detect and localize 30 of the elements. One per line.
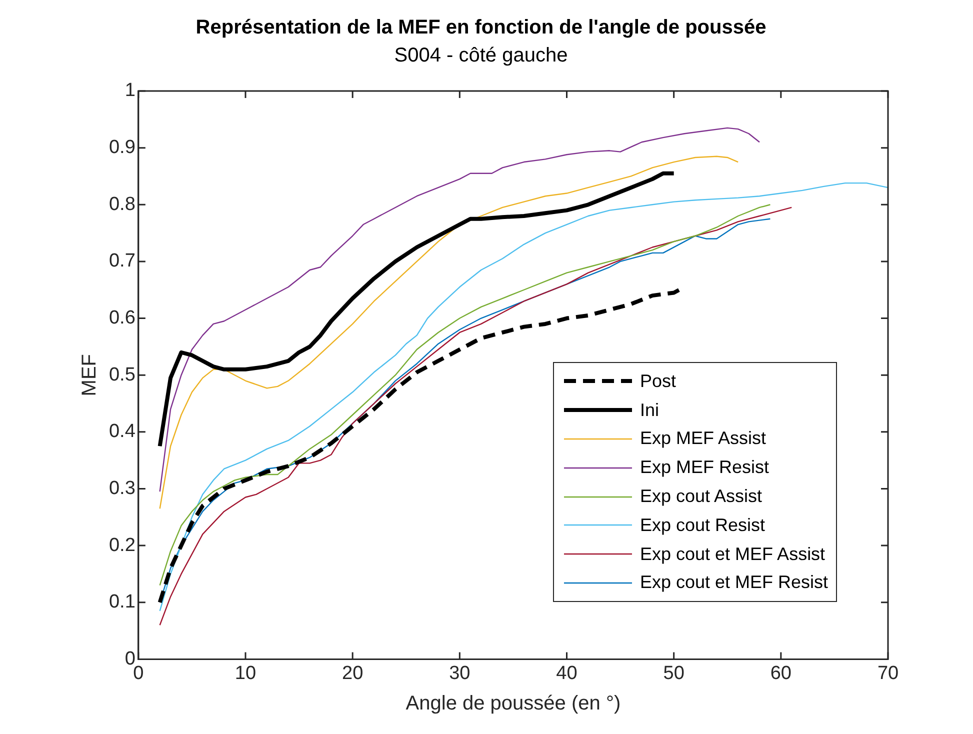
chart-title: Représentation de la MEF en fonction de l'angle de poussée <box>196 16 766 39</box>
legend-label: Exp cout et MEF Assist <box>640 544 826 565</box>
y-tick-label: 1 <box>124 80 136 102</box>
x-tick-label: 10 <box>234 662 256 684</box>
legend-label: Ini <box>640 400 660 421</box>
y-axis-title: MEF <box>78 354 101 396</box>
legend-label: Exp MEF Resist <box>640 457 770 478</box>
legend-label: Exp cout Assist <box>640 486 762 508</box>
y-tick-label: 0.2 <box>108 534 136 556</box>
y-tick-label: 0 <box>124 648 136 670</box>
chart-subtitle: S004 - côté gauche <box>394 44 568 67</box>
x-tick-label: 30 <box>449 662 470 684</box>
y-tick-label: 0.1 <box>108 592 136 613</box>
legend-label: Exp cout Resist <box>640 514 766 536</box>
y-tick-label: 0.5 <box>108 364 136 386</box>
y-tick-label: 0.6 <box>108 308 136 329</box>
x-tick-label: 20 <box>342 662 364 684</box>
y-tick-label: 0.9 <box>108 137 136 158</box>
y-tick-label: 0.7 <box>108 250 136 272</box>
x-tick-label: 60 <box>770 662 792 684</box>
legend-label: Exp MEF Assist <box>640 428 766 450</box>
x-tick-label: 70 <box>877 662 899 684</box>
y-tick-label: 0.3 <box>108 478 136 499</box>
legend-label: Exp cout et MEF Resist <box>640 572 828 594</box>
legend-label: Post <box>640 370 676 392</box>
x-tick-label: 50 <box>663 662 684 684</box>
y-tick-label: 0.8 <box>108 194 136 215</box>
y-tick-label: 0.4 <box>108 421 136 442</box>
x-tick-label: 40 <box>556 662 578 684</box>
x-axis-title: Angle de poussée (en °) <box>406 692 621 715</box>
